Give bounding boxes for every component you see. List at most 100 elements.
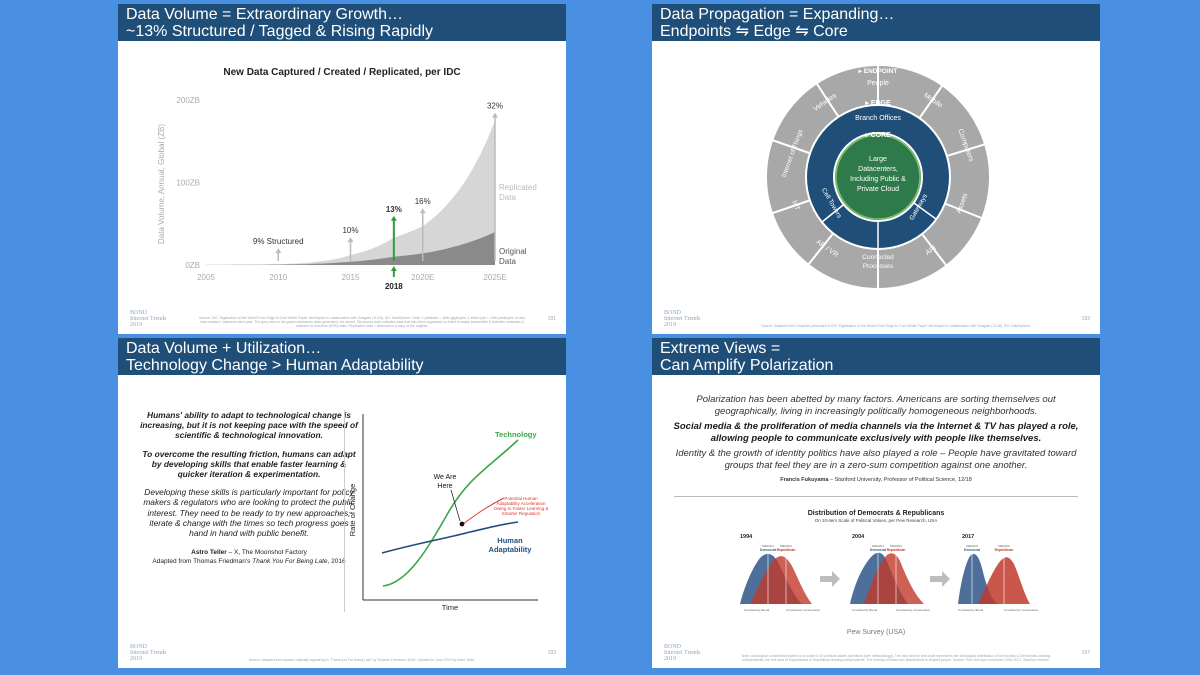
x-tick-label: 2025E [483,273,506,282]
human-adaptability-curve [381,521,519,554]
year-2017: 2017 [962,534,974,540]
brand-sub: Internet Trends [664,316,701,322]
svg-text:Consistently conservative: Consistently conservative [786,608,820,612]
x-axis-label: Time [442,603,458,612]
source-note: Source: Adapted from Graphics presented … [761,324,1031,328]
chart-title: New Data Captured / Created / Replicated… [223,67,460,78]
svg-text:Consistently liberal: Consistently liberal [958,608,984,612]
slide-header: Data Volume + Utilization… Technology Ch… [118,338,566,375]
slide-header: Data Volume = Extraordinary Growth… ~13%… [118,4,566,41]
core-circle [833,132,923,222]
series-label-replicated-2: Data [499,193,516,202]
core-text-3: Including Public & [850,176,906,183]
quote-block: Humans' ability to adapt to technologica… [140,410,358,566]
slide-data-propagation: Data Propagation = Expanding… Endpoints … [652,4,1100,334]
svg-text:MEDIAN: MEDIAN [872,544,884,548]
annotation-label: 32% [487,102,503,111]
y-tick-label: 200ZB [176,96,200,105]
edge-item-processes: Processes [863,263,894,270]
potential-label-2: Adaptability Acceleration [496,501,546,506]
page-number: 191 [547,316,556,322]
svg-text:MEDIAN: MEDIAN [890,544,902,548]
human-label-2: Adaptability [489,545,533,554]
endpoint-edge-core-diagram: ▸ ENDPOINT People ▸ EDGE Branch Offices … [765,64,991,290]
distribution-1994: MEDIAN Democrat MEDIAN Republican Consis… [740,544,820,612]
pew-survey-label: Pew Survey (USA) [847,629,905,636]
annotation-arrowhead [275,248,282,254]
technology-label: Technology [495,430,537,439]
text-para-3: Identity & the growth of identity politi… [675,448,1077,471]
quote-attribution: Astro Teller – X, The Moonshot Factory A… [152,549,346,566]
quote-para-3: Developing these skills is particularly … [143,487,355,539]
series-label-original-1: Original [499,247,527,256]
divider [674,496,1078,497]
svg-text:Democrat: Democrat [870,548,887,552]
page-number: 193 [547,650,556,656]
svg-text:Republican: Republican [777,548,796,552]
annotation-label: 13% [386,205,402,214]
slide-extreme-views: Extreme Views = Can Amplify Polarization… [652,338,1100,668]
slide-title-line1: Data Volume = Extraordinary Growth… [126,6,404,23]
svg-text:Democrat: Democrat [964,548,981,552]
divider [344,410,345,612]
annotation-label: 16% [415,197,431,206]
page-number: 197 [1081,650,1090,656]
potential-label-3: Owing to Faster Learning & [494,506,549,511]
x-tick-label: 2010 [269,273,287,282]
bond-logo: BOND Internet Trends 2019 [130,310,167,328]
bond-logo: BOND Internet Trends 2019 [664,310,701,328]
slide-title-line2: Endpoints ⇋ Edge ⇋ Core [660,23,848,40]
svg-text:Consistently liberal: Consistently liberal [744,608,770,612]
svg-text:Consistently conservative: Consistently conservative [896,608,930,612]
y-axis-label: Data Volume, Annual, Global (ZB) [157,124,166,244]
slide-title-line1: Extreme Views = [660,340,781,357]
human-label-1: Human [497,536,523,545]
distribution-2004: MEDIAN Democrat MEDIAN Republican Consis… [850,544,930,612]
series-label-replicated-1: Replicated [499,183,537,192]
chart-title: Distribution of Democrats & Republicans [808,510,945,517]
text-attribution: Francis Fukuyama – Stanford University, … [780,477,972,483]
edge-item-branch-offices: Branch Offices [855,115,901,122]
text-para-2: Social media & the proliferation of medi… [673,421,1079,444]
brand-year: 2019 [130,656,142,662]
page-number: 192 [1081,316,1090,322]
annotation-arrowhead [419,208,426,214]
slide-title-line2: Can Amplify Polarization [660,357,834,374]
highlight-year-label: 2018 [385,282,403,291]
brand-name: BOND [664,310,682,316]
svg-text:MEDIAN: MEDIAN [966,544,978,548]
source-note: Source: IDC 'Digitization of the World F… [198,316,526,328]
x-tick-label: 2020E [411,273,434,282]
edge-label: ▸ EDGE [864,100,891,107]
svg-text:MEDIAN: MEDIAN [780,544,792,548]
y-axis-ticks: 0ZB 100ZB 200ZB [176,96,200,270]
endpoint-item-people: People [867,80,889,87]
polarization-text: Polarization has been abetted by many fa… [670,394,1082,491]
brand-year: 2019 [664,322,676,328]
polarization-chart: Distribution of Democrats & Republicans … [740,510,1038,636]
brand-sub: Internet Trends [130,650,167,656]
slide-title-line1: Data Propagation = Expanding… [660,6,895,23]
chart-subtitle: On 10-item Scale of Political Values, pe… [815,518,937,523]
brand-year: 2019 [130,322,142,328]
year-1994: 1994 [740,534,753,540]
svg-text:Republican: Republican [995,548,1014,552]
slide-header: Data Propagation = Expanding… Endpoints … [652,4,1100,41]
highlight-arrowhead [390,266,397,271]
brand-name: BOND [664,644,682,650]
we-are-here-label-1: We Are [434,474,457,481]
we-are-here-pointer [450,489,461,522]
quote-para-2: To overcome the resulting friction, huma… [142,448,356,480]
svg-text:Consistently conservative: Consistently conservative [1004,608,1038,612]
we-are-here-dot [459,521,465,527]
brand-sub: Internet Trends [130,316,167,322]
source-note: Note: Ideological consistency based on a… [741,654,1051,662]
y-tick-label: 0ZB [185,261,200,270]
year-2004: 2004 [852,534,865,540]
endpoint-item-iot: IoT [790,200,800,213]
core-text-2: Datacenters, [858,166,898,173]
svg-text:Democrat: Democrat [760,548,777,552]
endpoint-label: ▸ ENDPOINT [858,68,898,75]
x-tick-label: 2005 [197,273,215,282]
series-label-original-2: Data [499,257,516,266]
